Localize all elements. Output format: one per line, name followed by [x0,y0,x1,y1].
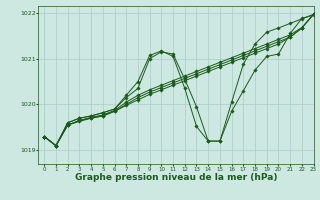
X-axis label: Graphe pression niveau de la mer (hPa): Graphe pression niveau de la mer (hPa) [75,173,277,182]
